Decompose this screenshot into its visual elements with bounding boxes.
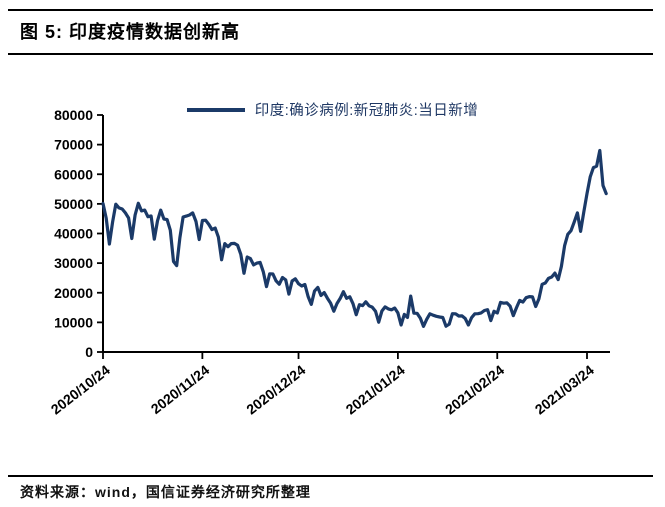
legend-label: 印度:确诊病例:新冠肺炎:当日新增 — [254, 103, 479, 119]
y-axis-tick-label: 0 — [85, 344, 93, 360]
line-chart-svg: 0 10000 20000 30000 40000 50000 60000 70000 8000… — [48, 107, 610, 418]
y-axis-tick-label: 30000 — [54, 255, 93, 271]
y-axis-tick-label: 70000 — [54, 137, 93, 153]
chart: 0 10000 20000 30000 40000 50000 60000 70000 8000… — [0, 86, 665, 466]
x-axis-tick-label: 2020/12/24 — [243, 362, 308, 418]
legend-line-swatch — [186, 107, 245, 112]
x-axis-tick-label: 2021/01/24 — [343, 362, 408, 418]
x-axis-tick-label: 2021/02/24 — [442, 362, 507, 418]
legend: 印度:确诊病例:新冠肺炎:当日新增 — [0, 99, 665, 120]
x-axis-tick-label: 2020/10/24 — [48, 362, 113, 418]
y-axis-tick-label: 60000 — [54, 166, 93, 182]
top-rule — [8, 9, 653, 11]
y-axis-tick-label: 40000 — [54, 226, 93, 242]
y-axis-tick-label: 20000 — [54, 285, 93, 301]
figure-title: 图 5: 印度疫情数据创新高 — [20, 22, 241, 42]
source-note: 资料来源：wind，国信证券经济研究所整理 — [20, 484, 311, 500]
x-axis-tick-label: 2020/11/24 — [148, 362, 213, 417]
y-axis-tick-label: 10000 — [54, 314, 93, 330]
x-axis-tick-label: 2021/03/24 — [532, 362, 597, 418]
footer-rule — [8, 475, 653, 477]
series-line — [101, 148, 608, 328]
y-axis-tick-label: 80000 — [54, 107, 93, 123]
title-rule — [8, 53, 653, 55]
y-axis-tick-label: 50000 — [54, 196, 93, 212]
